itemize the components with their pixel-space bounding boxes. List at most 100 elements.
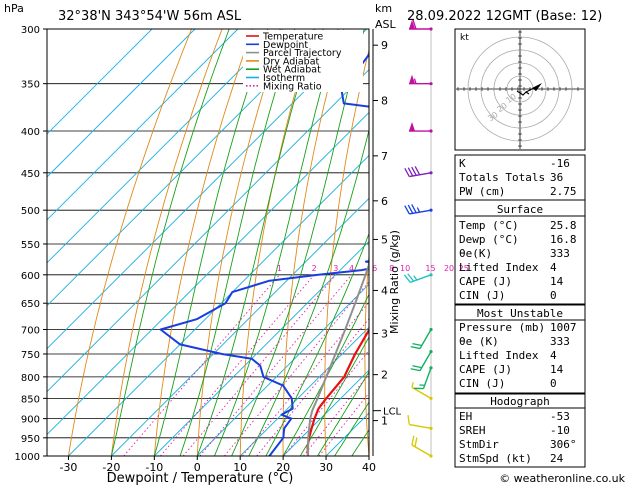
barb-flag xyxy=(407,273,415,282)
barb-dot xyxy=(429,426,433,430)
pressure-label-400: 400 xyxy=(21,127,40,138)
dry-adiabat-30 xyxy=(324,48,369,456)
km-label-9: 9 xyxy=(381,39,388,52)
most-unstable-box xyxy=(454,304,586,394)
surface-cape-label: CAPE (J) xyxy=(459,275,512,288)
barb-dot xyxy=(429,129,433,133)
barb-staff xyxy=(419,329,432,349)
isotherm--80 xyxy=(47,29,282,264)
wind-barb-925 xyxy=(407,415,433,430)
mixing-ratio-label-4: 4 xyxy=(349,264,354,273)
pressure-label-800: 800 xyxy=(21,373,40,384)
isotherm-10 xyxy=(239,326,369,456)
barb-flag xyxy=(403,274,411,283)
isotherm--110 xyxy=(47,29,153,135)
barb-flag xyxy=(407,167,414,177)
k-label: K xyxy=(459,157,466,170)
legend-label-2: Parcel Trajectory xyxy=(263,48,342,59)
pressure-label-600: 600 xyxy=(21,271,40,282)
surface-thetae-value: 333 xyxy=(550,247,570,260)
wet-adiabat-0 xyxy=(196,29,316,456)
x-axis-title: Dewpoint / Temperature (°C) xyxy=(107,471,294,486)
dry-adiabat-20 xyxy=(282,29,345,456)
stmdir-label: StmDir xyxy=(459,438,499,451)
isotherm--90 xyxy=(47,29,239,221)
surface-box xyxy=(454,199,586,305)
km-label-6: 6 xyxy=(381,195,388,208)
x-tick-label-10: 10 xyxy=(233,461,247,474)
wet-adiabat-4 xyxy=(213,29,339,456)
barb-dot xyxy=(429,171,433,175)
mixing-ratio-lines xyxy=(123,274,369,456)
pressure-label-550: 550 xyxy=(21,240,40,251)
wet-adiabat-24 xyxy=(299,336,369,456)
mu-cape-label: CAPE (J) xyxy=(459,363,512,376)
wind-barb-350 xyxy=(409,74,433,86)
plot-area xyxy=(47,29,629,456)
mixing-ratio-labels: 1 2 3 4 6 8 10 15 20 25 xyxy=(277,264,469,273)
isobar-lines xyxy=(47,29,369,456)
barb-pennant xyxy=(409,74,415,84)
wind-barb-1000 xyxy=(411,435,433,458)
most-unstable-title: Most Unstable xyxy=(477,307,563,320)
surface-li-label: Lifted Index xyxy=(459,261,539,274)
wind-barb-780 xyxy=(413,366,433,390)
dry-adiabat-40 xyxy=(364,249,369,456)
wind-barb-850 xyxy=(411,382,433,400)
hodograph-table: Hodograph EH -53 SREH -10 StmDir 306° St… xyxy=(454,393,586,468)
hodograph-ring xyxy=(467,36,573,142)
k-value: -16 xyxy=(550,157,570,170)
mu-li-value: 4 xyxy=(550,349,557,362)
profile-series xyxy=(159,52,369,456)
barb-flag xyxy=(411,204,417,214)
mu-li-label: Lifted Index xyxy=(459,349,539,362)
x-tick-label-0: 0 xyxy=(194,461,201,474)
surface-cin-label: CIN (J) xyxy=(459,289,505,302)
wind-barb-500 xyxy=(404,204,433,215)
wet-adiabat-8 xyxy=(231,29,365,456)
legend-label-0: Temperature xyxy=(262,32,323,43)
storm-motion-vector xyxy=(525,85,539,93)
stmdir-value: 306° xyxy=(550,438,577,451)
surface-temp-value: 25.8 xyxy=(550,219,577,232)
wind-barb-745 xyxy=(410,349,433,372)
dry-adiabat--20 xyxy=(110,29,223,456)
wind-barb-700 xyxy=(410,327,433,350)
barb-flag xyxy=(404,167,410,177)
barb-staff xyxy=(409,423,432,430)
dry-adiabat-0 xyxy=(196,29,284,456)
surface-temp-label: Temp (°C) xyxy=(459,219,519,232)
barb-flag xyxy=(414,166,421,176)
wet-adiabat--10 xyxy=(153,29,269,456)
km-label-8: 8 xyxy=(381,94,388,107)
tt-label: Totals Totals xyxy=(459,171,545,184)
hodograph-table-title: Hodograph xyxy=(490,395,550,408)
mu-pressure-value: 1007 xyxy=(550,321,577,334)
barb-dot xyxy=(429,273,433,277)
barb-dot xyxy=(429,208,433,212)
barb-flag xyxy=(410,368,421,372)
mu-pressure-label: Pressure (mb) xyxy=(459,321,545,334)
wet-adiabat-12 xyxy=(248,128,369,456)
dry-adiabat-110 xyxy=(615,29,629,456)
barb-dot xyxy=(429,327,433,332)
barb-dot xyxy=(429,349,433,354)
legend-label-3: Dry Adiabat xyxy=(263,56,320,67)
pressure-label-1000: 1000 xyxy=(15,452,40,463)
mixing-ratio-label-3: 3 xyxy=(333,264,338,273)
pressure-label-750: 750 xyxy=(21,350,40,361)
barb-flag xyxy=(407,204,414,214)
mu-thetae-value: 333 xyxy=(550,335,570,348)
dry-adiabat--10 xyxy=(153,29,253,456)
temperature-line xyxy=(306,327,369,456)
barb-half-flag xyxy=(416,207,421,213)
pw-value: 2.75 xyxy=(550,185,577,198)
pressure-label-950: 950 xyxy=(21,434,40,445)
wind-barb-400 xyxy=(409,122,433,133)
km-label-5: 5 xyxy=(381,233,388,246)
pressure-label-650: 650 xyxy=(21,299,40,310)
isotherm--100 xyxy=(47,29,196,178)
sreh-label: SREH xyxy=(459,424,486,437)
km-label-3: 3 xyxy=(381,328,388,341)
